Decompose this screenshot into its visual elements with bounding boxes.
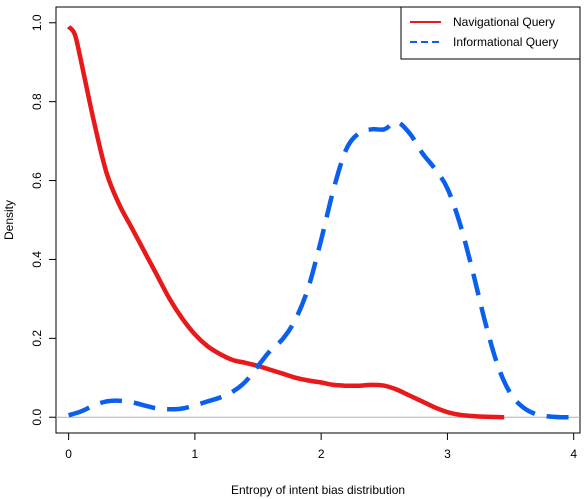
legend-box: [400, 6, 581, 60]
x-axis: 0 1 2 3 4: [65, 432, 577, 461]
series-line-informational-query: [67, 119, 574, 420]
y-tick-label: 0.4: [30, 251, 44, 268]
legend: Navigational Query Informational Query: [400, 6, 581, 60]
x-tick-label: 1: [192, 447, 199, 461]
y-tick-label: 0.8: [30, 93, 44, 110]
legend-label-informational-query: Informational Query: [453, 35, 558, 49]
y-axis-title: Density: [2, 200, 16, 240]
legend-label-navigational-query: Navigational Query: [453, 15, 555, 29]
x-tick-label: 4: [570, 447, 577, 461]
x-tick-label: 3: [444, 447, 451, 461]
series-line-navigational-query: [66, 25, 505, 420]
y-tick-label: 0.0: [30, 409, 44, 426]
series-layer: [66, 25, 574, 420]
y-axis: 0.0 0.2 0.4 0.6 0.8 1.0: [30, 14, 56, 426]
y-tick-label: 1.0: [30, 14, 44, 31]
x-tick-label: 2: [318, 447, 325, 461]
axes-frame: [55, 6, 581, 434]
x-axis-title: Entropy of intent bias distribution: [231, 483, 405, 497]
plot-frame: [55, 6, 581, 434]
y-tick-label: 0.2: [30, 330, 44, 347]
x-tick-label: 0: [65, 447, 72, 461]
y-tick-label: 0.6: [30, 172, 44, 189]
